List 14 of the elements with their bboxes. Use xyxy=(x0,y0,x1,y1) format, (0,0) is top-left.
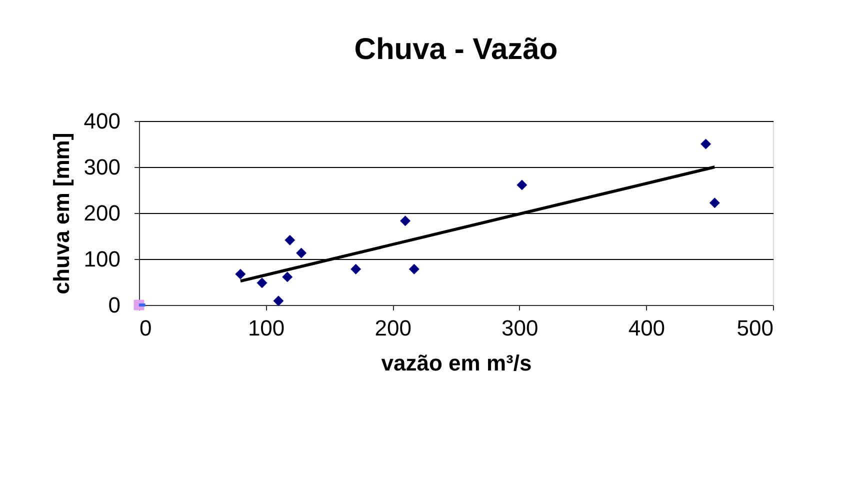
x-tick-label: 400 xyxy=(628,316,666,340)
y-tick-label: 400 xyxy=(84,108,120,134)
y-tick-label: 0 xyxy=(108,292,120,318)
x-tick-label: 500 xyxy=(736,316,774,340)
chart-title: Chuva - Vazão xyxy=(354,33,558,66)
y-tick-label: 300 xyxy=(84,154,120,180)
x-tick-label: 0 xyxy=(140,316,152,340)
y-tick-label: 200 xyxy=(84,200,120,226)
y-axis-title: chuva em [mm] xyxy=(48,132,74,294)
x-tick-label: 300 xyxy=(502,316,538,340)
x-axis-title: vazão em m³/s xyxy=(381,350,532,376)
x-tick-label: 200 xyxy=(374,316,412,340)
x-tick-label: 100 xyxy=(248,316,285,340)
y-tick-label: 100 xyxy=(84,246,120,272)
